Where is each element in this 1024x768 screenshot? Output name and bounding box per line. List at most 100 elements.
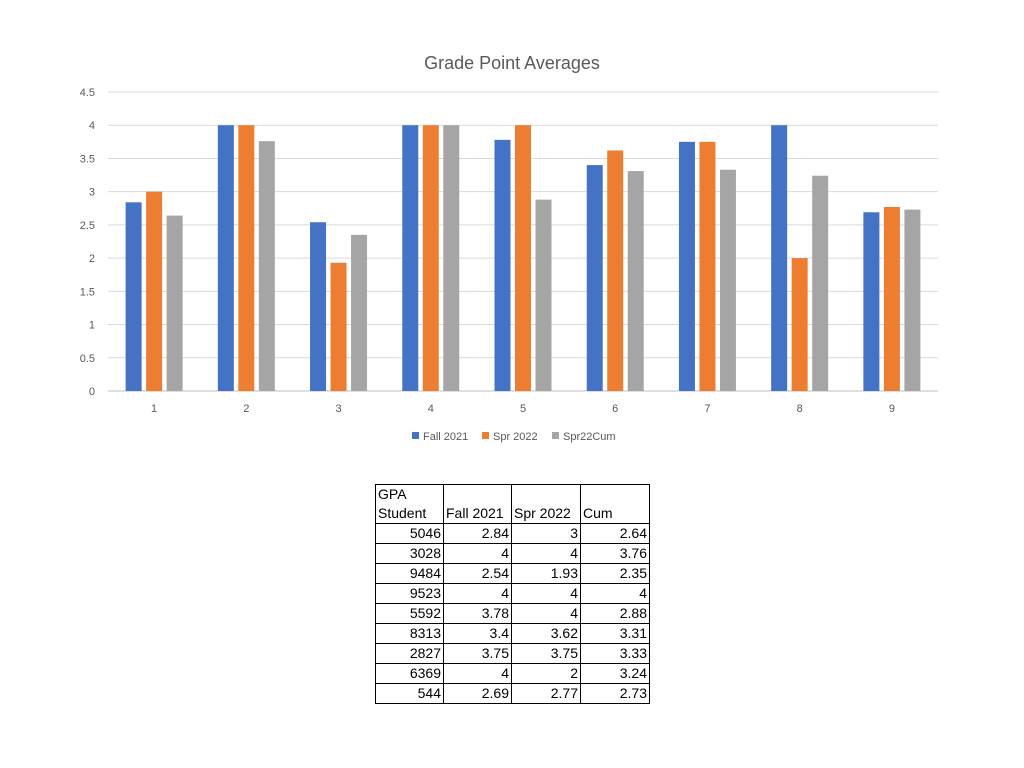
cum-cell: 3.31 [580, 623, 650, 644]
table-row: 544 2.69 2.77 2.73 [375, 683, 650, 704]
x-tick-label: 7 [704, 403, 710, 415]
bar-fall-2021-7 [678, 141, 695, 391]
table-empty-cell [443, 484, 512, 504]
bar-fall-2021-5 [494, 139, 511, 391]
fall-2021-cell: 2.54 [443, 563, 512, 584]
table-row: 9523 4 4 4 [375, 583, 650, 604]
bar-spr-2022-5 [515, 125, 531, 391]
table-header-spr-2022: Spr 2022 [511, 504, 581, 524]
gpa-data-table: GPA Student Fall 2021 Spr 2022 Cum 5046 2… [375, 484, 650, 704]
spr-2022-cell: 2 [511, 663, 581, 684]
bar-fall-2021-1 [125, 202, 142, 391]
bar-spr22cum-9 [904, 209, 921, 391]
cum-cell: 2.64 [580, 523, 650, 544]
bar-spr-2022-9 [883, 206, 900, 391]
table-row: 5592 3.78 4 2.88 [375, 603, 650, 624]
spr-2022-cell: 2.77 [511, 683, 581, 704]
legend-swatch [412, 432, 419, 439]
gpa-bar-chart: Grade Point Averages 0 0.5 1 1.5 2 2.5 3 3.5 4 4.… [80, 53, 938, 443]
y-tick-label: 0.5 [80, 353, 95, 365]
spr-2022-cell: 3 [511, 523, 581, 544]
cum-cell: 4 [580, 583, 650, 604]
spr-2022-cell: 1.93 [511, 563, 581, 584]
fall-2021-cell: 4 [443, 543, 512, 564]
bar-spr-2022-7 [699, 141, 716, 391]
bar-spr22cum-4 [443, 125, 460, 391]
spr-2022-cell: 4 [511, 603, 581, 624]
bar-spr22cum-3 [351, 234, 368, 391]
legend-label: Spr22Cum [563, 431, 616, 443]
x-tick-label: 6 [612, 403, 618, 415]
x-tick-label: 2 [243, 403, 249, 415]
table-row: 5046 2.84 3 2.64 [375, 523, 650, 544]
table-header-fall-2021: Fall 2021 [443, 504, 512, 524]
cum-cell: 2.88 [580, 603, 650, 624]
student-id-cell: 9523 [375, 583, 444, 604]
y-tick-label: 1 [89, 320, 95, 332]
bar-spr-2022-4 [422, 125, 439, 391]
cum-cell: 3.33 [580, 643, 650, 664]
student-id-cell: 9484 [375, 563, 444, 584]
x-axis-ticks: 1 2 3 4 5 6 7 8 9 [151, 403, 895, 415]
bar-fall-2021-4 [402, 125, 419, 391]
table-row: 6369 4 2 3.24 [375, 663, 650, 684]
legend-label: Fall 2021 [423, 431, 468, 443]
bar-spr22cum-1 [166, 215, 183, 391]
cum-cell: 3.76 [580, 543, 650, 564]
bar-spr-2022-8 [791, 258, 808, 391]
bar-spr22cum-6 [627, 171, 644, 391]
bar-fall-2021-8 [771, 125, 788, 391]
chart-title: Grade Point Averages [424, 53, 600, 73]
x-tick-label: 9 [889, 403, 895, 415]
fall-2021-cell: 2.69 [443, 683, 512, 704]
bar-spr-2022-3 [330, 262, 347, 391]
cum-cell: 3.24 [580, 663, 650, 684]
x-tick-label: 5 [520, 403, 526, 415]
bar-spr22cum-8 [812, 175, 829, 391]
table-header-cum: Cum [580, 504, 650, 524]
student-id-cell: 3028 [375, 543, 444, 564]
y-tick-label: 4 [89, 120, 95, 132]
bar-fall-2021-2 [217, 125, 234, 391]
spr-2022-cell: 4 [511, 583, 581, 604]
student-id-cell: 2827 [375, 643, 444, 664]
table-row: 9484 2.54 1.93 2.35 [375, 563, 650, 584]
student-id-cell: 5046 [375, 523, 444, 544]
student-id-cell: 544 [375, 683, 444, 704]
bar-spr22cum-5 [535, 199, 552, 391]
bar-fall-2021-6 [586, 165, 603, 391]
table-empty-cell [580, 484, 650, 504]
bar-spr22cum-2 [258, 141, 275, 391]
table-header-student: Student [375, 504, 444, 524]
bars [125, 125, 921, 391]
table-empty-cell [511, 484, 581, 504]
bar-fall-2021-9 [863, 212, 880, 391]
table-title-cell: GPA [375, 484, 444, 504]
x-tick-label: 8 [797, 403, 803, 415]
bar-spr-2022-2 [238, 125, 255, 391]
y-tick-label: 0 [89, 386, 95, 398]
y-tick-label: 4.5 [80, 87, 95, 99]
fall-2021-cell: 4 [443, 663, 512, 684]
cum-cell: 2.73 [580, 683, 650, 704]
spr-2022-cell: 3.62 [511, 623, 581, 644]
y-axis-ticks: 0 0.5 1 1.5 2 2.5 3 3.5 4 4.5 [80, 87, 95, 398]
x-tick-label: 4 [428, 403, 434, 415]
table-title-row: GPA [375, 484, 650, 504]
bar-spr-2022-1 [146, 191, 163, 391]
table-row: 8313 3.4 3.62 3.31 [375, 623, 650, 644]
spr-2022-cell: 3.75 [511, 643, 581, 664]
bar-spr22cum-7 [719, 169, 736, 391]
legend: Fall 2021 Spr 2022 Spr22Cum [412, 431, 616, 443]
bar-fall-2021-3 [310, 222, 327, 391]
y-tick-label: 1.5 [80, 286, 95, 298]
legend-label: Spr 2022 [493, 431, 538, 443]
bar-spr-2022-6 [607, 150, 624, 391]
fall-2021-cell: 3.4 [443, 623, 512, 644]
fall-2021-cell: 4 [443, 583, 512, 604]
table-row: 3028 4 4 3.76 [375, 543, 650, 564]
legend-swatch [552, 432, 559, 439]
student-id-cell: 8313 [375, 623, 444, 644]
x-tick-label: 1 [151, 403, 157, 415]
x-tick-label: 3 [335, 403, 341, 415]
